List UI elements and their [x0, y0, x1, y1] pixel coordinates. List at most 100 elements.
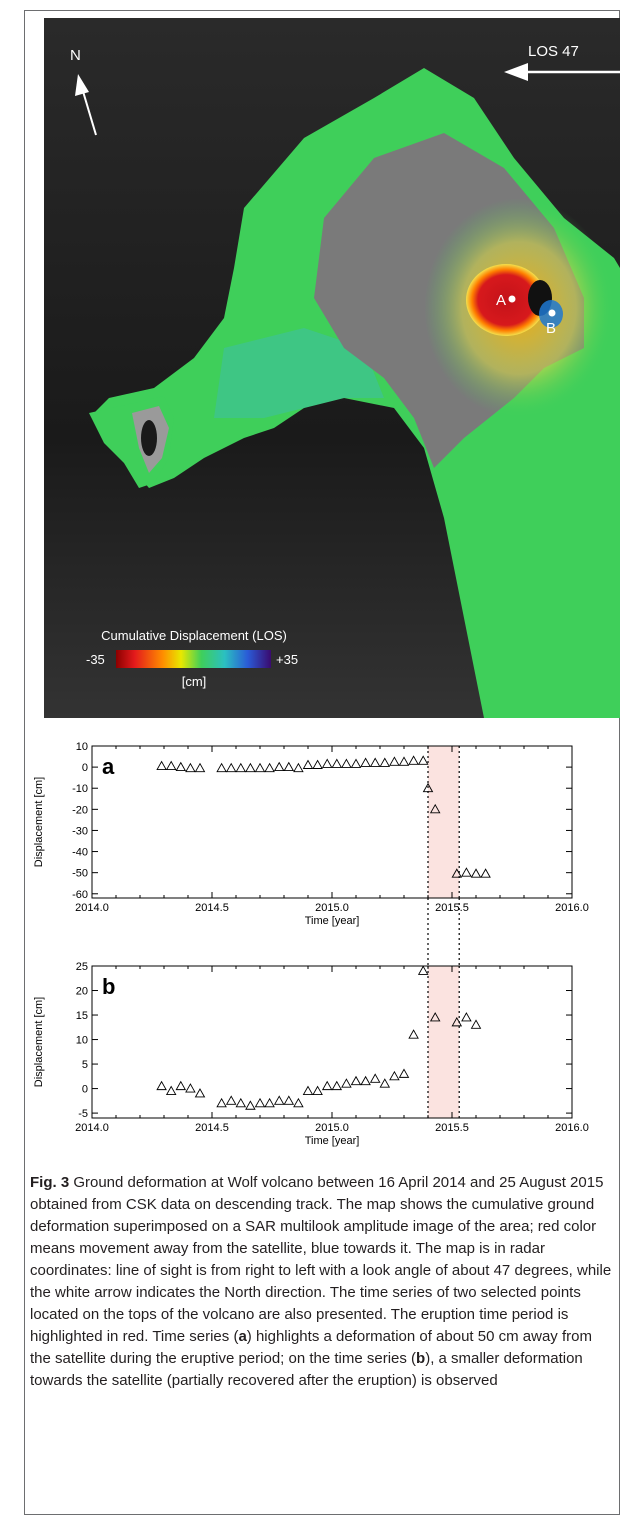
chart-a-data-point [429, 803, 441, 814]
figure-caption: Fig. 3 Ground deformation at Wolf volcan… [30, 1172, 615, 1392]
chart-a-y-tick-label: -40 [72, 847, 88, 859]
point-b-label: B [546, 320, 556, 337]
chart-a-y-tick-label: -10 [72, 783, 88, 795]
chart-a-y-tick-label: -60 [72, 889, 88, 901]
chart-b-data-point [312, 1085, 323, 1095]
chart-a: 2014.0 2014.5 2015.0 2015.5 2016.0 -60 -50 -40 -… [30, 738, 610, 938]
chart-b-data-point [175, 1080, 187, 1091]
chart-a-x-tick-label: 2015.5 [435, 902, 469, 914]
crater-deformation [466, 264, 546, 336]
chart-b-data-point [165, 1085, 177, 1095]
chart-b: 2014.0 2014.5 2015.0 2015.5 2016.0 -5 0 5 10 15 20… [30, 958, 610, 1158]
chart-a-data-point [451, 868, 463, 878]
chart-b-data-point [302, 1085, 314, 1095]
chart-b-data-point [254, 1097, 266, 1108]
caption-text-2: ) highlights a deformation of about 50 c… [30, 1328, 592, 1367]
chart-b-data-point [235, 1097, 247, 1108]
chart-a-data-point [194, 762, 206, 773]
chart-a-data-point [283, 761, 295, 772]
chart-a-y-tick-label: -50 [72, 868, 88, 880]
point-a-label: A [496, 292, 506, 309]
chart-b-data-point [185, 1083, 196, 1093]
north-label: N [70, 47, 81, 64]
chart-b-x-tick-label: 2015.0 [315, 1122, 349, 1134]
map-svg: A B N LOS 47 Cumulative Displacement (LO… [44, 18, 620, 718]
chart-a-data-point [389, 756, 400, 766]
chart-a-data-point [360, 757, 371, 767]
chart-b-data-point [451, 1016, 463, 1027]
chart-b-y-tick-label: -5 [78, 1108, 88, 1120]
los-label: LOS 47 [528, 43, 579, 60]
chart-a-y-tick-label: -20 [72, 804, 88, 816]
chart-a-data-point [417, 755, 429, 765]
chart-a-panel-label: a [102, 754, 115, 779]
chart-b-x-tick-label: 2014.0 [75, 1122, 109, 1134]
chart-b-y-tick-label: 15 [76, 1010, 88, 1022]
chart-b-y-axis-label: Displacement [cm] [33, 997, 45, 1087]
chart-a-data-point [398, 756, 410, 766]
chart-b-data-point [264, 1097, 275, 1108]
chart-a-data-point [264, 762, 275, 773]
chart-b-data-point [429, 1012, 441, 1022]
north-arrow-icon [75, 74, 97, 136]
chart-a-data-point [408, 755, 419, 765]
chart-b-data-point [194, 1088, 206, 1098]
caption-fig-label: Fig. 3 [30, 1174, 70, 1191]
chart-a-data-point [331, 758, 343, 768]
chart-b-eruption-band [428, 966, 460, 1118]
chart-b-data-point [398, 1068, 410, 1078]
chart-b-x-tick-label: 2014.5 [195, 1122, 229, 1134]
chart-b-svg: 2014.0 2014.5 2015.0 2015.5 2016.0 -5 0 5 10 15 20… [33, 961, 589, 1147]
chart-b-data-point [360, 1075, 371, 1086]
caption-text-3: ), a smaller deformation towards the sat… [30, 1350, 583, 1389]
chart-a-y-tick-label: -30 [72, 825, 88, 837]
chart-b-data-point [369, 1073, 381, 1083]
chart-b-y-tick-label: 25 [76, 961, 88, 973]
chart-b-data-point [470, 1019, 482, 1029]
chart-b-panel-label: b [102, 974, 115, 999]
chart-a-data-point [273, 761, 285, 772]
chart-b-data-point [461, 1012, 472, 1022]
chart-a-data-point [254, 762, 266, 773]
chart-b-y-tick-label: 10 [76, 1035, 88, 1047]
chart-a-y-axis-label: Displacement [cm] [33, 777, 45, 867]
chart-a-eruption-band [428, 746, 460, 898]
chart-b-data-point [389, 1070, 400, 1081]
chart-a-x-tick-label: 2016.0 [555, 902, 589, 914]
west-crater-lake [141, 420, 157, 456]
chart-b-data-point [216, 1097, 227, 1108]
chart-b-data-point [331, 1080, 343, 1091]
chart-a-data-point [185, 762, 196, 773]
chart-a-data-point [302, 759, 314, 769]
chart-b-data-point [341, 1078, 352, 1088]
chart-a-data-point [369, 757, 381, 767]
chart-b-x-axis-label: Time [year] [305, 1135, 360, 1147]
caption-ref-b: b [416, 1350, 426, 1367]
chart-a-data-point [245, 762, 256, 773]
chart-b-y-tick-label: 20 [76, 986, 88, 998]
chart-a-data-point [341, 758, 352, 768]
chart-a-data-point [156, 760, 167, 771]
chart-b-data-point [379, 1078, 391, 1088]
chart-b-data-point [225, 1095, 237, 1105]
colorbar [116, 650, 271, 668]
chart-b-x-tick-label: 2015.5 [435, 1122, 469, 1134]
colorbar-max-label: +35 [276, 652, 298, 667]
chart-a-data-point [165, 760, 177, 771]
chart-a-data-point [461, 867, 472, 877]
chart-a-x-tick-label: 2014.5 [195, 902, 229, 914]
chart-b-data-point [293, 1097, 304, 1108]
point-b-marker [548, 309, 556, 317]
chart-a-plot-frame [91, 745, 573, 899]
colorbar-unit: [cm] [182, 674, 207, 689]
chart-b-data-point [156, 1080, 167, 1091]
colorbar-title: Cumulative Displacement (LOS) [101, 628, 287, 643]
land-teal-region [214, 328, 384, 418]
chart-a-y-tick-label: 10 [76, 741, 88, 753]
chart-b-y-tick-label: 0 [82, 1084, 88, 1096]
chart-a-data-point [216, 762, 227, 773]
chart-b-data-point [283, 1095, 295, 1105]
chart-a-data-point [235, 762, 247, 773]
chart-a-x-tick-label: 2014.0 [75, 902, 109, 914]
chart-b-data-point [273, 1095, 285, 1105]
